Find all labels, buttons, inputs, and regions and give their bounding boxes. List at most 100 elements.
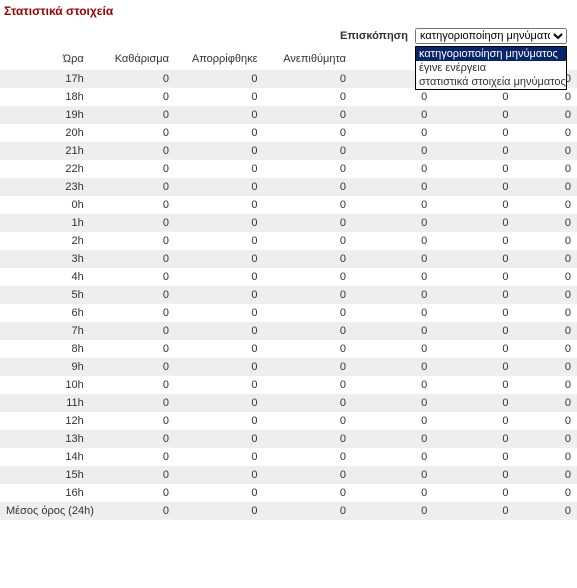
cell-c5: 0 xyxy=(433,142,514,160)
cell-spam: 0 xyxy=(263,502,352,520)
cell-c6: 0 xyxy=(514,268,577,286)
cell-spam: 0 xyxy=(263,142,352,160)
cell-clean: 0 xyxy=(94,412,175,430)
cell-c6: 0 xyxy=(514,502,577,520)
cell-c6: 0 xyxy=(514,124,577,142)
cell-hour: 11h xyxy=(0,394,94,412)
cell-spam: 0 xyxy=(263,304,352,322)
cell-hour: 9h xyxy=(0,358,94,376)
cell-hour: 10h xyxy=(0,376,94,394)
overview-dropdown-item-2[interactable]: στατιστικά στοιχεία μηνύματος xyxy=(416,75,566,89)
cell-rejected: 0 xyxy=(175,448,264,466)
page-title: Στατιστικά στοιχεία xyxy=(0,0,577,22)
cell-rejected: 0 xyxy=(175,268,264,286)
cell-clean: 0 xyxy=(94,268,175,286)
cell-rejected: 0 xyxy=(175,376,264,394)
cell-rejected: 0 xyxy=(175,322,264,340)
table-row: 21h000000 xyxy=(0,142,577,160)
table-row: 7h000000 xyxy=(0,322,577,340)
cell-c6: 0 xyxy=(514,286,577,304)
cell-c5: 0 xyxy=(433,484,514,502)
cell-c6: 0 xyxy=(514,160,577,178)
table-row: 0h000000 xyxy=(0,196,577,214)
cell-c5: 0 xyxy=(433,286,514,304)
cell-c5: 0 xyxy=(433,160,514,178)
cell-hour: 23h xyxy=(0,178,94,196)
cell-rejected: 0 xyxy=(175,286,264,304)
cell-c6: 0 xyxy=(514,322,577,340)
overview-dropdown-item-1[interactable]: έγινε ενέργεια xyxy=(416,61,566,75)
table-row: 18h000000 xyxy=(0,88,577,106)
cell-c4: 0 xyxy=(352,466,433,484)
cell-hour: 7h xyxy=(0,322,94,340)
cell-spam: 0 xyxy=(263,430,352,448)
cell-hour: 20h xyxy=(0,124,94,142)
table-row: 9h000000 xyxy=(0,358,577,376)
cell-c5: 0 xyxy=(433,340,514,358)
table-row: 10h000000 xyxy=(0,376,577,394)
cell-clean: 0 xyxy=(94,232,175,250)
cell-rejected: 0 xyxy=(175,250,264,268)
cell-hour: 14h xyxy=(0,448,94,466)
cell-c5: 0 xyxy=(433,106,514,124)
table-row: 1h000000 xyxy=(0,214,577,232)
cell-spam: 0 xyxy=(263,466,352,484)
cell-c6: 0 xyxy=(514,106,577,124)
cell-c4: 0 xyxy=(352,412,433,430)
cell-c6: 0 xyxy=(514,484,577,502)
cell-c5: 0 xyxy=(433,466,514,484)
cell-spam: 0 xyxy=(263,340,352,358)
cell-spam: 0 xyxy=(263,178,352,196)
cell-c6: 0 xyxy=(514,196,577,214)
cell-rejected: 0 xyxy=(175,412,264,430)
cell-clean: 0 xyxy=(94,466,175,484)
cell-hour: 2h xyxy=(0,232,94,250)
table-row: 14h000000 xyxy=(0,448,577,466)
table-row: 23h000000 xyxy=(0,178,577,196)
cell-rejected: 0 xyxy=(175,502,264,520)
cell-c5: 0 xyxy=(433,304,514,322)
table-row: 4h000000 xyxy=(0,268,577,286)
cell-spam: 0 xyxy=(263,232,352,250)
cell-c5: 0 xyxy=(433,178,514,196)
cell-c5: 0 xyxy=(433,196,514,214)
overview-dropdown-list: κατηγοριοποίηση μηνύματος έγινε ενέργεια… xyxy=(415,46,567,90)
cell-spam: 0 xyxy=(263,286,352,304)
cell-c5: 0 xyxy=(433,448,514,466)
cell-rejected: 0 xyxy=(175,304,264,322)
cell-clean: 0 xyxy=(94,250,175,268)
cell-rejected: 0 xyxy=(175,466,264,484)
cell-clean: 0 xyxy=(94,214,175,232)
table-row: 5h000000 xyxy=(0,286,577,304)
cell-clean: 0 xyxy=(94,358,175,376)
cell-hour: 3h xyxy=(0,250,94,268)
cell-rejected: 0 xyxy=(175,88,264,106)
cell-hour: 4h xyxy=(0,268,94,286)
cell-rejected: 0 xyxy=(175,160,264,178)
overview-select[interactable]: κατηγοριοποίηση μηνύματος έγινε ενέργεια… xyxy=(415,28,567,44)
cell-spam: 0 xyxy=(263,448,352,466)
cell-clean: 0 xyxy=(94,502,175,520)
cell-c4: 0 xyxy=(352,502,433,520)
cell-c4: 0 xyxy=(352,340,433,358)
cell-rejected: 0 xyxy=(175,394,264,412)
cell-spam: 0 xyxy=(263,376,352,394)
cell-clean: 0 xyxy=(94,376,175,394)
overview-dropdown-item-0[interactable]: κατηγοριοποίηση μηνύματος xyxy=(416,47,566,61)
cell-c4: 0 xyxy=(352,232,433,250)
table-row: 2h000000 xyxy=(0,232,577,250)
table-row: 8h000000 xyxy=(0,340,577,358)
cell-c6: 0 xyxy=(514,448,577,466)
cell-spam: 0 xyxy=(263,484,352,502)
cell-c6: 0 xyxy=(514,232,577,250)
table-row: 15h000000 xyxy=(0,466,577,484)
cell-clean: 0 xyxy=(94,106,175,124)
cell-c4: 0 xyxy=(352,430,433,448)
table-row: 16h000000 xyxy=(0,484,577,502)
cell-clean: 0 xyxy=(94,178,175,196)
cell-c6: 0 xyxy=(514,358,577,376)
cell-c4: 0 xyxy=(352,286,433,304)
cell-hour: 19h xyxy=(0,106,94,124)
cell-rejected: 0 xyxy=(175,70,264,88)
cell-clean: 0 xyxy=(94,286,175,304)
